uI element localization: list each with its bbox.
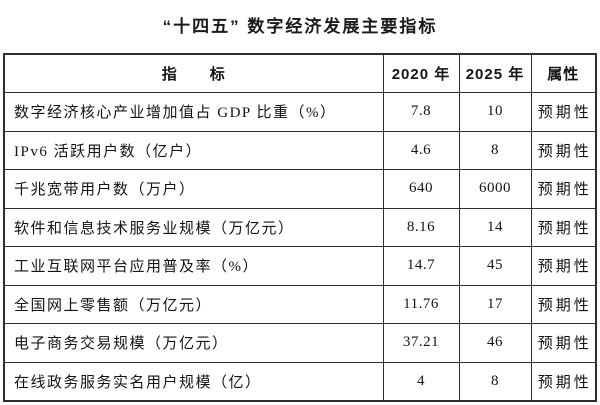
indicator-cell: 全国网上零售额（万亿元） <box>3 284 384 324</box>
indicator-cell: 数字经济核心产业增加值占 GDP 比重（%） <box>3 92 384 132</box>
page-title: “十四五” 数字经济发展主要指标 <box>162 17 438 36</box>
table-row: IPv6 活跃用户数（亿户） 4.6 8 预期性 <box>3 130 597 170</box>
table-row: 工业互联网平台应用普及率（%） 14.7 45 预期性 <box>3 246 597 286</box>
value-2025-cell: 8 <box>458 130 532 170</box>
attribute-cell: 预期性 <box>530 284 597 324</box>
value-2020-cell: 14.7 <box>382 246 460 286</box>
value-2025-cell: 8 <box>458 361 532 401</box>
indicator-cell: 电子商务交易规模（万亿元） <box>3 323 384 363</box>
header-2025: 2025 年 <box>458 53 532 93</box>
indicator-cell: 工业互联网平台应用普及率（%） <box>3 246 384 286</box>
header-attribute: 属性 <box>530 53 597 93</box>
indicator-table: 指 标 2020 年 2025 年 属性 数字经济核心产业增加值占 GDP 比重… <box>3 53 597 402</box>
attribute-cell: 预期性 <box>530 246 597 286</box>
value-2020-cell: 11.76 <box>382 284 460 324</box>
table-row: 全国网上零售额（万亿元） 11.76 17 预期性 <box>3 284 597 324</box>
attribute-cell: 预期性 <box>530 323 597 363</box>
table-row: 电子商务交易规模（万亿元） 37.21 46 预期性 <box>3 323 597 363</box>
value-2025-cell: 46 <box>458 323 532 363</box>
value-2020-cell: 640 <box>382 169 460 209</box>
table-row: 数字经济核心产业增加值占 GDP 比重（%） 7.8 10 预期性 <box>3 92 597 132</box>
value-2020-cell: 8.16 <box>382 207 460 247</box>
header-indicator: 指 标 <box>3 53 384 93</box>
attribute-cell: 预期性 <box>530 361 597 401</box>
attribute-cell: 预期性 <box>530 207 597 247</box>
table-header: 指 标 2020 年 2025 年 属性 <box>3 53 597 93</box>
table-row: 在线政务服务实名用户规模（亿） 4 8 预期性 <box>3 361 597 401</box>
attribute-cell: 预期性 <box>530 130 597 170</box>
value-2025-cell: 45 <box>458 246 532 286</box>
indicator-cell: 千兆宽带用户数（万户） <box>3 169 384 209</box>
table-row: 千兆宽带用户数（万户） 640 6000 预期性 <box>3 169 597 209</box>
value-2020-cell: 7.8 <box>382 92 460 132</box>
header-row: 指 标 2020 年 2025 年 属性 <box>3 53 597 93</box>
value-2020-cell: 4.6 <box>382 130 460 170</box>
value-2020-cell: 37.21 <box>382 323 460 363</box>
attribute-cell: 预期性 <box>530 92 597 132</box>
value-2020-cell: 4 <box>382 361 460 401</box>
indicator-cell: 软件和信息技术服务业规模（万亿元） <box>3 207 384 247</box>
table-row: 软件和信息技术服务业规模（万亿元） 8.16 14 预期性 <box>3 207 597 247</box>
value-2025-cell: 17 <box>458 284 532 324</box>
attribute-cell: 预期性 <box>530 169 597 209</box>
table-body: 数字经济核心产业增加值占 GDP 比重（%） 7.8 10 预期性 IPv6 活… <box>3 92 597 401</box>
header-2020: 2020 年 <box>382 53 460 93</box>
value-2025-cell: 10 <box>458 92 532 132</box>
indicator-cell: IPv6 活跃用户数（亿户） <box>3 130 384 170</box>
indicator-cell: 在线政务服务实名用户规模（亿） <box>3 361 384 401</box>
value-2025-cell: 14 <box>458 207 532 247</box>
value-2025-cell: 6000 <box>458 169 532 209</box>
